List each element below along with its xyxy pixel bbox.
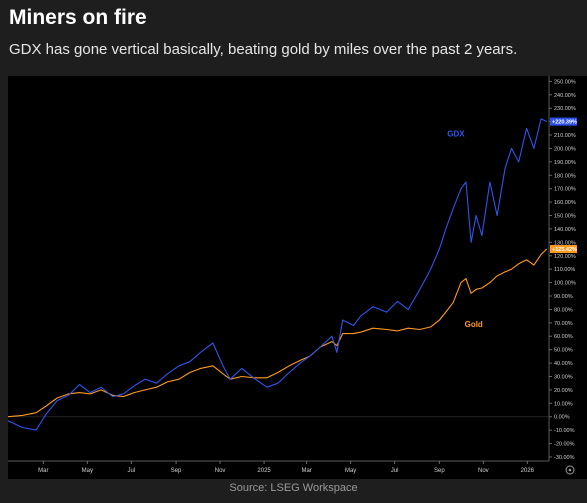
x-tick-label: Mar	[301, 468, 311, 474]
y-tick-label: 70.00%	[554, 321, 573, 327]
y-tick-label: 240.00%	[554, 93, 576, 99]
y-tick-label: 210.00%	[554, 133, 576, 139]
last-value-badge-gdx: +220.39%	[552, 120, 577, 126]
last-value-badge-gold: +125.42%	[552, 247, 577, 253]
series-annotation-gdx: GDX	[447, 129, 465, 138]
y-tick-label: 60.00%	[554, 334, 573, 340]
y-tick-label: 230.00%	[554, 106, 576, 112]
x-tick-label: Nov	[478, 468, 489, 474]
x-tick-label: Jul	[128, 468, 136, 474]
y-tick-label: 50.00%	[554, 348, 573, 354]
annotation-layer: GDX Gold	[447, 129, 483, 328]
y-tick-label: 10.00%	[554, 401, 573, 407]
x-tick-label: Nov	[215, 468, 226, 474]
chart-container: -30.00% -20.00% -10.00% 0.00% 10.00% 20.00% 30…	[8, 76, 587, 479]
y-tick-label: 30.00%	[554, 374, 573, 380]
chart-title: Miners on fire	[9, 6, 147, 29]
plot-background	[8, 76, 587, 479]
x-tick-label: 2025	[257, 468, 271, 474]
x-tick-label: Sep	[171, 468, 182, 474]
series-layer	[8, 118, 548, 431]
y-axis: -30.00% -20.00% -10.00% 0.00% 10.00% 20.00% 30…	[8, 76, 576, 461]
y-tick-label: 200.00%	[554, 146, 576, 152]
y-tick-label: 170.00%	[554, 187, 576, 193]
y-tick-label: 160.00%	[554, 200, 576, 206]
y-tick-label: -20.00%	[554, 442, 575, 448]
y-tick-label: 80.00%	[554, 307, 573, 313]
x-tick-label: Jul	[391, 468, 399, 474]
x-tick-label: Mar	[38, 468, 48, 474]
y-tick-label: 140.00%	[554, 227, 576, 233]
x-tick-label: May	[345, 468, 356, 474]
x-tick-label: May	[82, 468, 93, 474]
y-tick-label: 150.00%	[554, 214, 576, 220]
y-tick-label: 90.00%	[554, 294, 573, 300]
source-note: Source: LSEG Workspace	[229, 482, 358, 494]
x-axis: Mar May Jul Sep Nov 2025 Mar May Jul Sep Nov 2026	[8, 460, 549, 474]
last-value-badge-bg	[550, 117, 577, 126]
y-tick-label: 180.00%	[554, 173, 576, 179]
line-chart: -30.00% -20.00% -10.00% 0.00% 10.00% 20.00% 30…	[8, 76, 587, 479]
y-tick-label: 110.00%	[554, 267, 575, 273]
y-tick-label: 40.00%	[554, 361, 573, 367]
series-line-gdx	[8, 118, 548, 431]
last-value-badge-bg	[550, 245, 577, 254]
y-tick-label: 190.00%	[554, 160, 576, 166]
series-annotation-gold: Gold	[465, 320, 483, 329]
y-tick-label: 130.00%	[554, 240, 576, 246]
y-tick-label: 0.00%	[554, 415, 570, 421]
last-value-badges: +220.39% +125.42%	[550, 117, 577, 254]
y-tick-label: 20.00%	[554, 388, 573, 394]
y-tick-label: 250.00%	[554, 79, 576, 85]
y-tick-label: 120.00%	[554, 254, 576, 260]
chart-subtitle: GDX has gone vertical basically, beating…	[9, 41, 518, 58]
x-tick-label: Sep	[434, 468, 445, 474]
x-tick-label: 2026	[521, 468, 535, 474]
y-tick-label: -30.00%	[554, 455, 575, 461]
y-tick-label: 100.00%	[554, 281, 576, 287]
settings-icon[interactable]	[565, 465, 575, 475]
y-tick-label: -10.00%	[554, 428, 575, 434]
